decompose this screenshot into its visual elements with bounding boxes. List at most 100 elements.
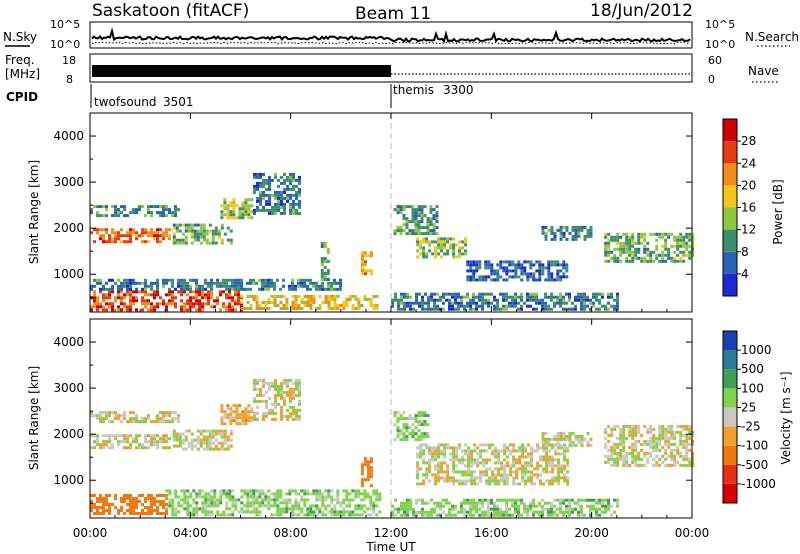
velocity-cell	[276, 495, 280, 499]
power-cell	[550, 275, 554, 279]
velocity-cell	[691, 457, 695, 461]
velocity-cell	[201, 501, 205, 505]
velocity-cell	[437, 476, 441, 480]
power-cell	[129, 228, 132, 232]
power-cell	[646, 241, 650, 245]
power-cell	[93, 284, 96, 288]
power-cell	[117, 287, 120, 291]
power-cell	[268, 187, 271, 191]
power-cell	[457, 304, 460, 308]
power-cell	[565, 263, 569, 267]
power-cell	[228, 296, 231, 300]
velocity-cell	[159, 437, 162, 441]
velocity-cell	[108, 440, 111, 444]
velocity-cell	[165, 489, 169, 493]
velocity-cell	[455, 449, 459, 453]
velocity-cell	[580, 443, 584, 447]
velocity-cell	[192, 501, 196, 505]
velocity-cell	[434, 452, 438, 456]
velocity-cell	[682, 427, 686, 431]
velocity-cell	[470, 449, 474, 453]
velocity-cell	[548, 482, 552, 486]
velocity-cell	[348, 510, 352, 514]
velocity-cell	[536, 443, 540, 447]
power-cell	[261, 281, 264, 285]
power-cell	[559, 234, 563, 238]
power-cell	[637, 235, 641, 239]
velocity-cell	[464, 449, 468, 453]
velocity-cell	[217, 447, 221, 451]
power-cell	[598, 301, 601, 305]
velocity-cell	[138, 512, 141, 515]
power-cell	[193, 235, 197, 239]
velocity-cell	[165, 420, 168, 424]
velocity-cell	[138, 494, 141, 497]
velocity-cell	[324, 489, 328, 493]
velocity-cell	[502, 513, 505, 517]
velocity-cell	[616, 457, 620, 461]
power-cell	[189, 299, 192, 303]
velocity-cell	[123, 440, 126, 444]
power-cell	[628, 244, 632, 248]
velocity-cell	[211, 441, 215, 445]
power-cell	[306, 298, 310, 301]
power-cell	[297, 281, 300, 285]
power-cell	[502, 260, 506, 264]
velocity-cell	[545, 464, 549, 468]
velocity-cell	[506, 476, 510, 480]
power-cell	[183, 305, 186, 309]
power-colorbar-swatch	[723, 207, 737, 230]
power-cell	[144, 278, 147, 282]
velocity-cell	[102, 420, 105, 424]
power-cell	[108, 240, 111, 244]
power-cell	[129, 290, 132, 294]
power-cell	[289, 205, 292, 209]
power-cell	[592, 304, 595, 308]
velocity-cell	[226, 435, 230, 439]
power-cell	[433, 301, 436, 305]
velocity-cell	[129, 512, 132, 515]
velocity-cell	[366, 472, 370, 476]
velocity-cell	[274, 384, 277, 388]
power-cell	[228, 278, 231, 282]
velocity-cell	[667, 427, 671, 431]
power-cell	[256, 181, 259, 185]
power-cell	[550, 225, 554, 229]
velocity-cell	[688, 448, 692, 452]
power-cell	[357, 307, 361, 310]
power-cell	[481, 292, 484, 296]
power-cell	[429, 217, 433, 221]
power-cell	[613, 307, 616, 311]
power-cell	[416, 243, 420, 247]
velocity-cell	[267, 507, 271, 511]
velocity-cell	[229, 416, 233, 420]
power-cell	[249, 304, 253, 307]
power-cell	[391, 301, 394, 305]
velocity-cell	[231, 504, 235, 508]
power-cell	[375, 304, 379, 307]
velocity-cell	[292, 396, 295, 400]
velocity-cell	[586, 504, 589, 508]
velocity-cell	[509, 464, 513, 468]
velocity-cell	[547, 437, 551, 441]
power-cell	[673, 238, 677, 242]
power-cell	[232, 204, 236, 208]
velocity-cell	[324, 504, 328, 508]
power-cell	[216, 278, 219, 282]
velocity-cell	[405, 426, 409, 430]
velocity-cell	[403, 501, 406, 505]
power-cell	[511, 263, 515, 267]
velocity-cell	[298, 393, 301, 397]
velocity-cell	[545, 479, 549, 483]
velocity-cell	[363, 463, 367, 467]
velocity-cell	[464, 452, 468, 456]
power-cell	[168, 293, 171, 297]
velocity-cell	[428, 479, 432, 483]
power-cell	[496, 304, 499, 308]
velocity-cell	[297, 504, 301, 508]
velocity-cell	[111, 411, 114, 415]
power-cell	[274, 172, 277, 176]
power-cell	[96, 302, 99, 306]
power-cell	[271, 208, 274, 212]
velocity-cell	[144, 512, 147, 515]
